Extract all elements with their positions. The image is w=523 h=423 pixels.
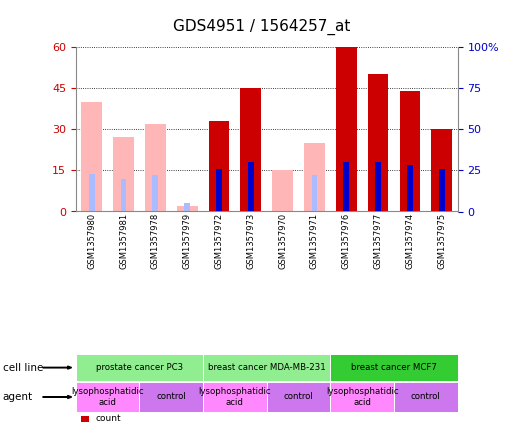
Text: control: control xyxy=(283,393,313,401)
Text: control: control xyxy=(156,393,186,401)
Bar xyxy=(177,206,198,212)
Text: control: control xyxy=(411,393,441,401)
Bar xyxy=(344,162,349,212)
Text: lysophosphatidic
acid: lysophosphatidic acid xyxy=(326,387,399,407)
Text: lysophosphatidic
acid: lysophosphatidic acid xyxy=(199,387,271,407)
Bar xyxy=(368,74,389,212)
Text: breast cancer MCF7: breast cancer MCF7 xyxy=(351,363,437,372)
Bar xyxy=(82,102,102,212)
Bar xyxy=(248,162,254,212)
Text: lysophosphatidic
acid: lysophosphatidic acid xyxy=(71,387,144,407)
Text: count: count xyxy=(96,414,121,423)
Bar xyxy=(312,175,317,212)
Bar xyxy=(407,165,413,212)
Text: cell line: cell line xyxy=(3,363,43,373)
Text: agent: agent xyxy=(3,392,33,402)
Bar xyxy=(89,173,95,212)
Bar xyxy=(113,137,134,212)
Bar xyxy=(439,169,445,212)
Bar xyxy=(431,129,452,212)
Bar xyxy=(272,170,293,212)
Bar xyxy=(241,88,261,212)
Bar xyxy=(336,47,357,212)
Text: GDS4951 / 1564257_at: GDS4951 / 1564257_at xyxy=(173,19,350,35)
Bar xyxy=(153,175,158,212)
Text: prostate cancer PC3: prostate cancer PC3 xyxy=(96,363,183,372)
Text: breast cancer MDA-MB-231: breast cancer MDA-MB-231 xyxy=(208,363,326,372)
Bar xyxy=(400,91,420,212)
Bar xyxy=(375,162,381,212)
Bar xyxy=(209,121,230,212)
Bar xyxy=(145,124,166,212)
Bar xyxy=(216,169,222,212)
Bar xyxy=(184,203,190,212)
Bar xyxy=(121,179,127,212)
Bar xyxy=(304,143,325,212)
